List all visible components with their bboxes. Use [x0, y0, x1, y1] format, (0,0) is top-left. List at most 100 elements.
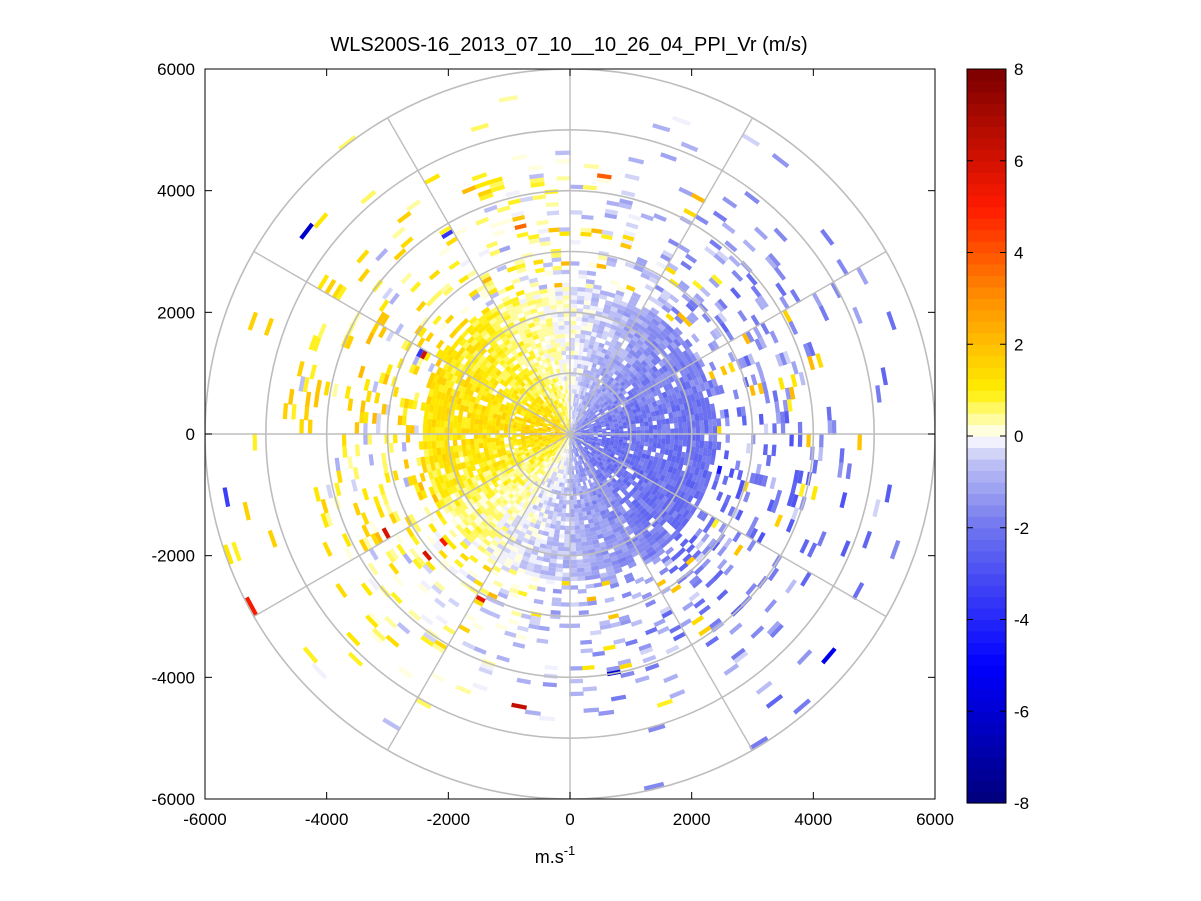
- velocity-cell: [728, 255, 741, 268]
- velocity-cell: [429, 477, 437, 487]
- velocity-cell: [594, 409, 599, 414]
- velocity-cell: [554, 287, 563, 292]
- velocity-cell: [570, 291, 578, 296]
- velocity-cell: [655, 473, 662, 480]
- velocity-cell: [774, 489, 783, 503]
- velocity-cell: [681, 293, 692, 303]
- velocity-cell: [548, 510, 554, 516]
- velocity-cell: [629, 446, 635, 452]
- velocity-cell: [452, 433, 457, 441]
- velocity-cell: [592, 490, 597, 496]
- velocity-cell: [544, 665, 558, 671]
- velocity-cell: [559, 329, 566, 335]
- velocity-cell: [521, 306, 531, 313]
- velocity-cell: [642, 542, 652, 551]
- velocity-cell: [576, 559, 584, 564]
- velocity-cell: [597, 457, 602, 462]
- velocity-cell: [609, 555, 619, 562]
- velocity-cell: [645, 346, 654, 355]
- velocity-cell: [547, 326, 554, 332]
- velocity-cell: [518, 360, 525, 367]
- velocity-cell: [563, 443, 566, 448]
- velocity-cell: [440, 413, 446, 421]
- velocity-cell: [435, 366, 443, 376]
- velocity-cell: [790, 373, 798, 388]
- velocity-cell: [525, 485, 531, 492]
- velocity-cell: [561, 402, 565, 407]
- velocity-cell: [378, 372, 386, 384]
- velocity-cell: [482, 509, 490, 517]
- velocity-cell: [661, 403, 667, 410]
- velocity-cell: [485, 524, 494, 532]
- velocity-cell: [504, 557, 514, 565]
- velocity-cell: [510, 314, 520, 322]
- velocity-cell: [560, 442, 564, 447]
- velocity-cell: [659, 529, 669, 538]
- velocity-cell: [560, 451, 563, 457]
- velocity-cell: [558, 464, 562, 470]
- velocity-cell: [443, 286, 454, 297]
- velocity-cell: [508, 515, 516, 522]
- velocity-cell: [575, 316, 583, 322]
- velocity-cell: [504, 420, 510, 425]
- velocity-cell: [530, 181, 545, 188]
- velocity-cell: [518, 404, 524, 410]
- velocity-cell: [591, 362, 597, 369]
- velocity-cell: [819, 434, 824, 449]
- velocity-cell: [568, 414, 570, 419]
- velocity-cell: [668, 449, 674, 457]
- velocity-cell: [424, 402, 431, 412]
- velocity-cell: [628, 546, 638, 554]
- velocity-cell: [492, 462, 498, 468]
- velocity-cell: [547, 388, 552, 394]
- velocity-cell: [535, 506, 542, 512]
- velocity-cell: [576, 299, 585, 305]
- velocity-cell: [592, 441, 597, 445]
- velocity-cell: [604, 396, 610, 402]
- velocity-cell: [653, 618, 666, 628]
- velocity-cell: [555, 395, 559, 400]
- colorbar-band: [967, 619, 1006, 632]
- velocity-cell: [552, 265, 562, 271]
- velocity-cell: [468, 389, 475, 397]
- velocity-cell: [550, 419, 555, 423]
- velocity-cell: [521, 409, 527, 414]
- velocity-cell: [554, 528, 560, 534]
- velocity-cell: [587, 518, 594, 524]
- velocity-cell: [566, 440, 568, 445]
- velocity-cell: [712, 569, 724, 581]
- colorbar-band: [967, 722, 1006, 735]
- velocity-cell: [573, 393, 577, 398]
- velocity-cell: [540, 445, 546, 449]
- velocity-cell: [471, 364, 479, 373]
- velocity-cell: [783, 350, 792, 365]
- velocity-cell: [749, 736, 769, 751]
- velocity-cell: [608, 463, 614, 468]
- velocity-cell: [423, 418, 428, 427]
- velocity-cell: [544, 406, 549, 412]
- velocity-cell: [589, 417, 594, 422]
- colorbar-band: [967, 401, 1006, 414]
- velocity-cell: [572, 444, 574, 449]
- velocity-cell: [496, 418, 501, 423]
- velocity-cell: [545, 579, 555, 585]
- velocity-cell: [577, 422, 581, 427]
- velocity-cell: [483, 310, 493, 319]
- velocity-cell: [585, 435, 590, 438]
- velocity-cell: [586, 465, 591, 471]
- velocity-cell: [546, 436, 551, 438]
- velocity-cell: [537, 529, 544, 536]
- velocity-cell: [655, 399, 662, 406]
- velocity-cell: [556, 494, 561, 500]
- velocity-cell: [542, 428, 547, 431]
- velocity-cell: [611, 404, 617, 410]
- velocity-cell: [671, 467, 678, 475]
- velocity-cell: [557, 418, 561, 423]
- velocity-cell: [385, 363, 393, 376]
- velocity-cell: [590, 458, 595, 463]
- velocity-cell: [520, 334, 528, 341]
- velocity-cell: [703, 419, 709, 428]
- velocity-cell: [590, 509, 596, 515]
- velocity-cell: [815, 353, 824, 368]
- velocity-cell: [750, 285, 762, 298]
